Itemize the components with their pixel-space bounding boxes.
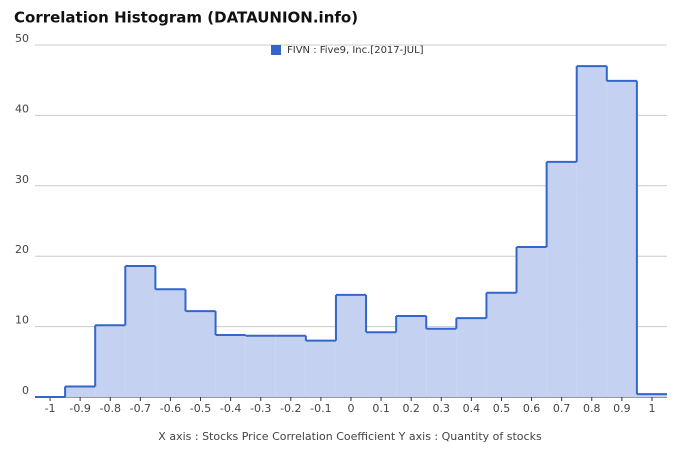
x-tick-label: -0.5 <box>190 402 211 415</box>
bin-area <box>396 316 427 397</box>
bin-area <box>576 66 607 398</box>
y-tick-label: 50 <box>15 32 29 45</box>
x-tick-label: -0.2 <box>280 402 301 415</box>
x-tick-label: 0.5 <box>493 402 511 415</box>
x-tick-label: 0.2 <box>402 402 420 415</box>
bin-area <box>636 394 667 397</box>
bin-area <box>275 335 306 397</box>
bin-area <box>215 335 246 397</box>
y-tick-label: 20 <box>15 243 29 256</box>
legend-label: FIVN : Five9, Inc.[2017-JUL] <box>287 45 424 56</box>
bin-area <box>366 332 397 397</box>
legend-swatch <box>271 45 281 55</box>
x-tick-label: -0.3 <box>250 402 271 415</box>
bin-area <box>305 340 336 397</box>
x-tick-label: 0.1 <box>372 402 390 415</box>
x-tick-label: -0.7 <box>130 402 151 415</box>
bin-area <box>245 335 276 397</box>
bin-area <box>185 311 216 397</box>
bin-area <box>95 325 126 397</box>
y-tick-label: 40 <box>15 102 29 115</box>
bin-area <box>546 161 577 397</box>
bin-area <box>486 292 517 397</box>
bin-area <box>516 247 547 397</box>
x-tick-label: -1 <box>45 402 56 415</box>
bin-area <box>155 289 186 397</box>
y-tick-label: 30 <box>15 173 29 186</box>
y-tick-label: 0 <box>22 384 29 397</box>
x-tick-label: 0.8 <box>583 402 601 415</box>
x-tick-label: 0 <box>348 402 355 415</box>
bin-area <box>456 318 487 397</box>
bin-area <box>606 80 637 398</box>
x-tick-label: 0.6 <box>523 402 541 415</box>
chart-title: Correlation Histogram (DATAUNION.info) <box>14 9 358 27</box>
bin-area <box>65 386 96 397</box>
x-tick-label: -0.9 <box>69 402 90 415</box>
x-tick-label: -0.1 <box>310 402 331 415</box>
x-tick-label: 0.3 <box>433 402 451 415</box>
x-tick-label: -0.6 <box>160 402 181 415</box>
axis-caption: X axis : Stocks Price Correlation Coeffi… <box>158 430 542 443</box>
x-tick-label: 1 <box>648 402 655 415</box>
bin-area <box>125 266 156 397</box>
x-tick-label: 0.9 <box>613 402 631 415</box>
bin-area <box>426 328 457 397</box>
x-tick-label: -0.8 <box>100 402 121 415</box>
x-tick-label: 0.4 <box>463 402 481 415</box>
x-tick-label: -0.4 <box>220 402 241 415</box>
x-tick-label: 0.7 <box>553 402 571 415</box>
bin-area <box>335 294 367 397</box>
y-tick-label: 10 <box>15 314 29 327</box>
